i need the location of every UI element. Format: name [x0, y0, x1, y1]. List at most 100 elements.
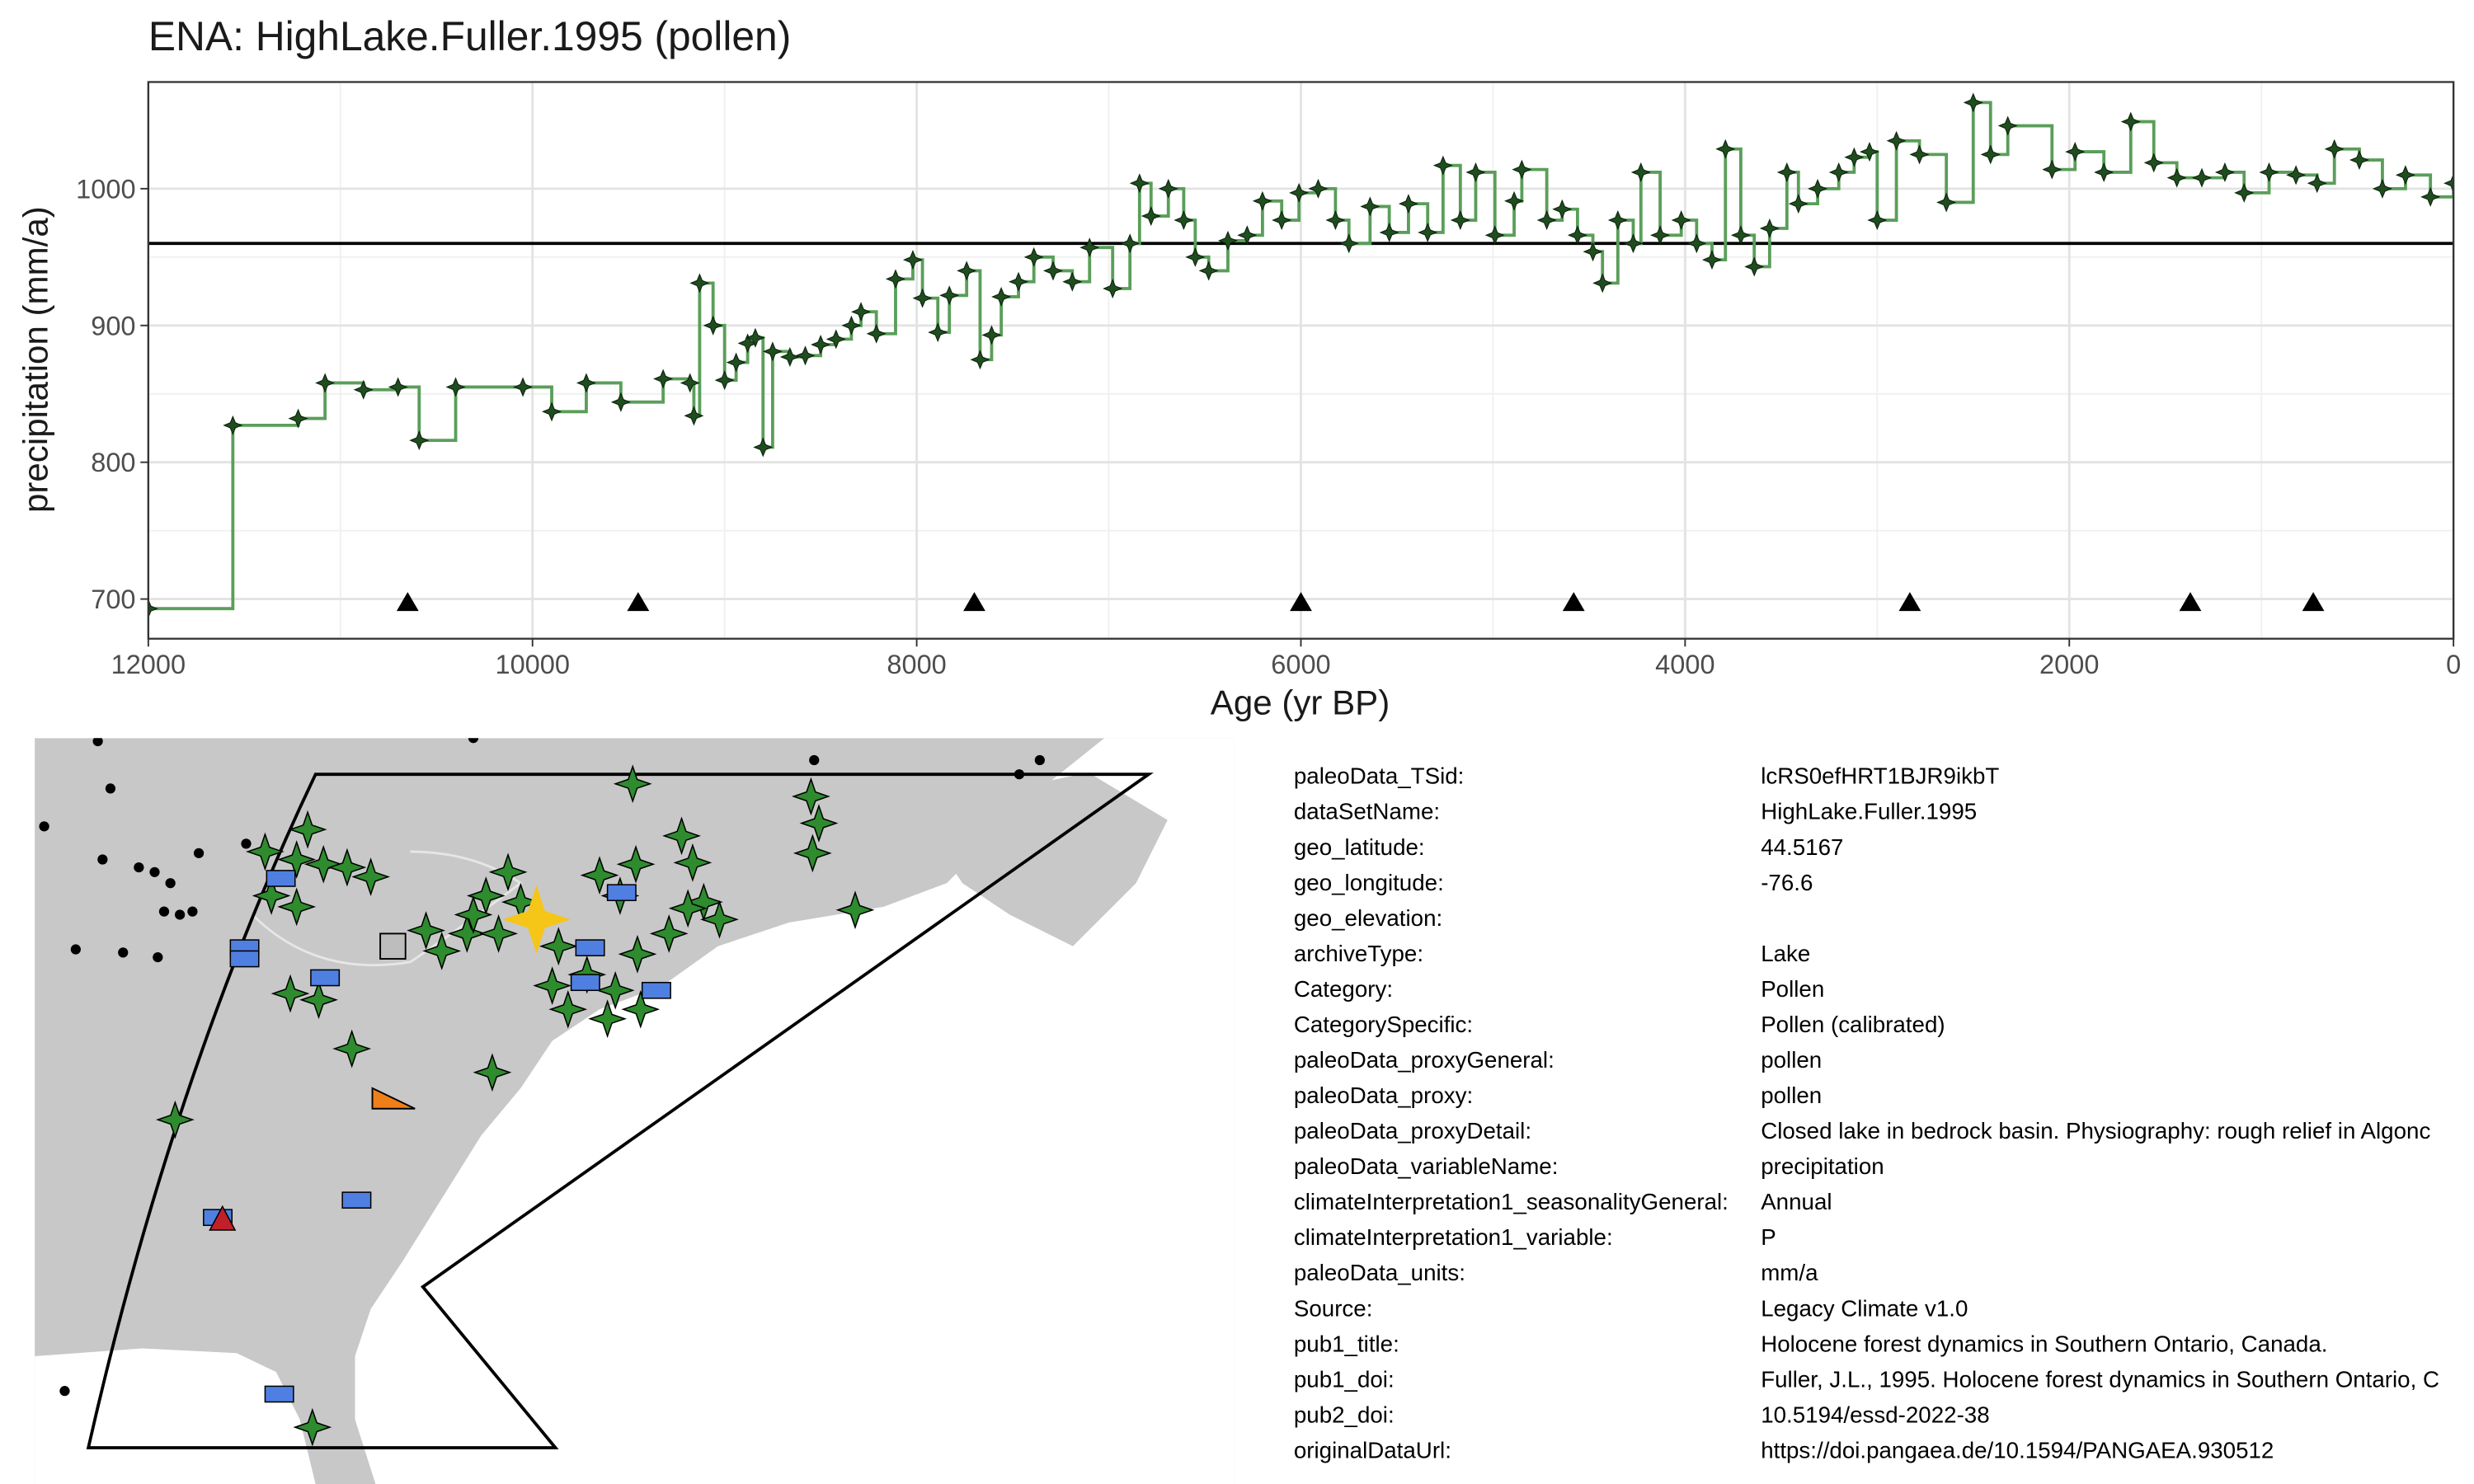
ocean [355, 738, 1235, 1484]
meta-value: pollen [1761, 1082, 1822, 1108]
meta-key: pub1_title: [1294, 1331, 1399, 1356]
meta-key: geo_longitude: [1294, 870, 1444, 895]
data-point [684, 406, 704, 426]
data-point [576, 373, 596, 393]
site-marker [371, 1087, 416, 1110]
data-point [1418, 222, 1438, 242]
meta-value: pollen [1761, 1047, 1822, 1073]
meta-key: pub2_doi: [1294, 1402, 1395, 1427]
data-point [1009, 271, 1029, 292]
site-dot [97, 854, 108, 865]
meta-value: 44.5167 [1761, 834, 1843, 860]
data-point [1398, 194, 1418, 214]
data-point [2120, 111, 2141, 132]
data-point [541, 402, 562, 422]
data-point [991, 286, 1012, 307]
site-marker [252, 876, 291, 915]
site-dot [193, 848, 205, 858]
data-point [1120, 233, 1141, 254]
meta-key: paleoData_proxy: [1294, 1082, 1473, 1108]
data-point [2065, 142, 2086, 162]
site-dot [59, 1386, 70, 1397]
data-point [315, 373, 336, 393]
data-point [703, 315, 723, 336]
data-point [1360, 196, 1380, 217]
site-marker [293, 1407, 332, 1447]
site-marker [379, 932, 407, 960]
site-marker [575, 939, 605, 956]
site-marker [310, 969, 341, 987]
meta-value: Closed lake in bedrock basin. Physiograp… [1761, 1118, 2430, 1144]
site-dot [153, 951, 163, 963]
data-point [1450, 210, 1470, 231]
data-point [1079, 237, 1100, 258]
meta-key: Category: [1294, 976, 1393, 1002]
x-tick-label: 0 [2446, 650, 2461, 679]
data-point [851, 302, 872, 322]
site-dot [70, 944, 81, 955]
data-point [1289, 182, 1310, 203]
meta-value: lcRS0efHRT1BJR9ikbT [1761, 763, 1999, 789]
border [252, 850, 523, 967]
chronology-marker [1898, 592, 1921, 612]
chronology-marker [1562, 592, 1585, 612]
meta-key: geo_latitude: [1294, 834, 1425, 860]
data-point [680, 373, 700, 393]
meta-value: precipitation [1761, 1153, 1884, 1179]
meta-value: Pollen (calibrated) [1761, 1012, 1945, 1037]
site-marker [447, 914, 487, 953]
meta-key: archiveType: [1294, 941, 1423, 966]
data-point [1744, 256, 1765, 277]
data-point [811, 334, 831, 355]
site-marker [668, 889, 708, 928]
site-marker [618, 934, 657, 974]
site-marker [229, 950, 260, 968]
site-dot [118, 947, 129, 958]
data-point [2094, 162, 2114, 182]
site-marker [570, 974, 600, 992]
site-marker [479, 914, 519, 953]
data-point [1198, 261, 1219, 281]
site-marker [209, 1205, 237, 1231]
site-marker [299, 980, 338, 1020]
meta-value: mm/a [1761, 1260, 1818, 1285]
data-point [1701, 250, 1723, 270]
site-marker [473, 1053, 512, 1092]
data-point [2286, 165, 2307, 186]
site-marker [548, 989, 588, 1029]
chronology-marker [2302, 592, 2325, 612]
site-dot [174, 909, 186, 920]
site-marker [288, 810, 327, 849]
data-point [902, 250, 923, 270]
meta-key: pub1_doi: [1294, 1366, 1395, 1392]
data-point [2191, 167, 2213, 188]
data-point [353, 379, 374, 400]
data-point [1432, 155, 1453, 176]
meta-value: 10.5194/essd-2022-38 [1761, 1402, 1989, 1427]
site-dot [1034, 754, 1045, 766]
site-marker [616, 844, 656, 884]
data-point [2324, 139, 2345, 159]
data-point [1023, 247, 1044, 267]
metadata-table: paleoData_TSid: lcRS0efHRT1BJR9ikbT dataSe… [1294, 763, 2439, 1463]
site-marker [673, 843, 713, 882]
site-marker [277, 840, 317, 879]
site-dot [809, 754, 820, 766]
chronology-marker [627, 592, 650, 612]
plot-area: 12000 10000 8000 6000 4000 2000 0 700 800 900 1000 [76, 81, 2461, 679]
data-point [2166, 167, 2187, 188]
site-marker [155, 1100, 195, 1139]
meta-key: paleoData_TSid: [1294, 763, 1465, 789]
meta-key: paleoData_proxyDetail: [1294, 1118, 1531, 1144]
site-marker [277, 887, 317, 927]
x-tick-label: 6000 [1271, 650, 1330, 679]
data-point [957, 261, 977, 281]
chronology-marker [396, 592, 419, 612]
data-point [1909, 144, 1930, 165]
site-marker [454, 895, 493, 934]
data-point [1062, 271, 1083, 292]
data-point [928, 322, 948, 343]
meta-key: paleoData_variableName: [1294, 1153, 1559, 1179]
map [35, 738, 1235, 1484]
